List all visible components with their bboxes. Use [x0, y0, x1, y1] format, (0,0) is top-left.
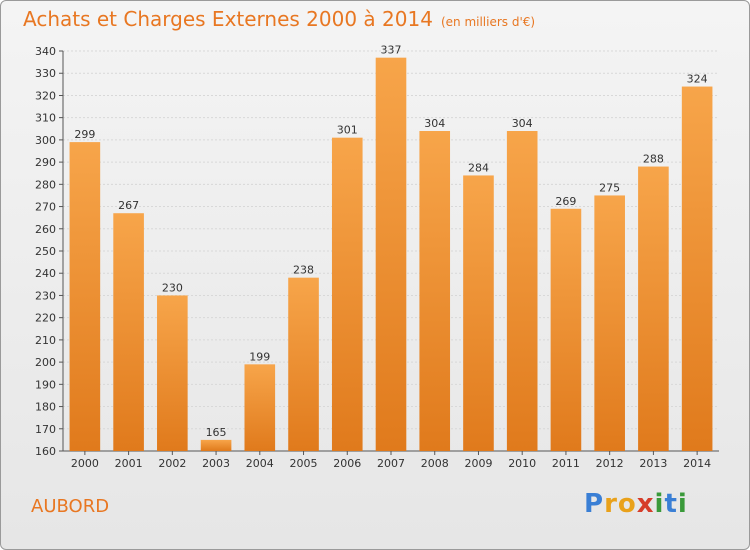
y-tick-label: 200: [35, 356, 56, 369]
data-label-2010: 304: [512, 117, 533, 130]
y-tick-label: 210: [35, 334, 56, 347]
data-label-2008: 304: [424, 117, 445, 130]
bar-2011: [550, 208, 582, 451]
y-tick-label: 310: [35, 112, 56, 125]
data-label-2005: 238: [293, 264, 314, 277]
chart-subtitle: (en milliers d'€): [440, 15, 536, 29]
data-label-2001: 267: [118, 199, 139, 212]
data-label-2009: 284: [468, 161, 489, 174]
y-tick-label: 230: [35, 289, 56, 302]
x-tick-label-2006: 2006: [333, 457, 361, 470]
y-tick-label: 330: [35, 67, 56, 80]
y-tick-label: 270: [35, 201, 56, 214]
x-tick-label-2014: 2014: [683, 457, 711, 470]
bar-2003: [200, 439, 232, 451]
y-tick-label: 320: [35, 89, 56, 102]
x-tick-label-2011: 2011: [552, 457, 580, 470]
x-tick-label-2004: 2004: [246, 457, 274, 470]
x-tick-label-2007: 2007: [377, 457, 405, 470]
y-tick-label: 170: [35, 423, 56, 436]
y-tick-label: 250: [35, 245, 56, 258]
bar-2013: [638, 166, 669, 452]
bar-2004: [244, 364, 276, 451]
x-tick-label-2003: 2003: [202, 457, 230, 470]
x-tick-label-2009: 2009: [464, 457, 492, 470]
y-tick-label: 240: [35, 267, 56, 280]
y-tick-label: 290: [35, 156, 56, 169]
x-tick-label-2002: 2002: [158, 457, 186, 470]
data-label-2011: 269: [555, 195, 576, 208]
bar-2010: [506, 131, 538, 451]
data-label-2007: 337: [381, 44, 402, 57]
place-name: AUBORD: [31, 496, 110, 517]
data-label-2006: 301: [337, 124, 358, 137]
y-tick-label: 300: [35, 134, 56, 147]
data-label-2003: 165: [206, 426, 227, 439]
data-label-2013: 288: [643, 153, 664, 166]
y-tick-label: 160: [35, 445, 56, 458]
x-tick-label-2012: 2012: [596, 457, 624, 470]
data-label-2012: 275: [599, 181, 620, 194]
y-tick-label: 340: [35, 45, 56, 58]
bar-2002: [157, 295, 188, 451]
y-tick-label: 260: [35, 223, 56, 236]
data-label-2014: 324: [687, 73, 708, 86]
bar-2001: [113, 213, 144, 451]
y-tick-label: 180: [35, 401, 56, 414]
x-tick-label-2010: 2010: [508, 457, 536, 470]
chart-title: Achats et Charges Externes 2000 à 2014 (e…: [23, 7, 535, 31]
labels: 160 170 180 190 200 210 220 230 240 250 260 270 280 2…: [35, 44, 711, 470]
data-label-2000: 299: [74, 128, 95, 141]
y-tick-label: 280: [35, 178, 56, 191]
chart-title-text: Achats et Charges Externes 2000 à 2014: [23, 7, 433, 31]
y-tick-label: 190: [35, 378, 56, 391]
y-tick-label: 220: [35, 312, 56, 325]
bar-2007: [375, 57, 407, 452]
x-tick-label-2005: 2005: [290, 457, 318, 470]
bar-2009: [463, 175, 494, 451]
bar-2014: [681, 86, 713, 452]
x-tick-label-2001: 2001: [115, 457, 143, 470]
bar-2005: [288, 277, 319, 451]
bar-2006: [331, 137, 363, 451]
bar-2012: [594, 195, 625, 451]
proxiti-logo: Proxiti: [584, 489, 688, 519]
x-tick-label-2000: 2000: [71, 457, 99, 470]
bar-2000: [69, 142, 101, 451]
x-tick-label-2013: 2013: [639, 457, 667, 470]
data-label-2002: 230: [162, 281, 183, 294]
bar-2008: [419, 131, 451, 451]
x-tick-label-2008: 2008: [421, 457, 449, 470]
data-label-2004: 199: [249, 350, 270, 363]
bars: [69, 57, 713, 452]
